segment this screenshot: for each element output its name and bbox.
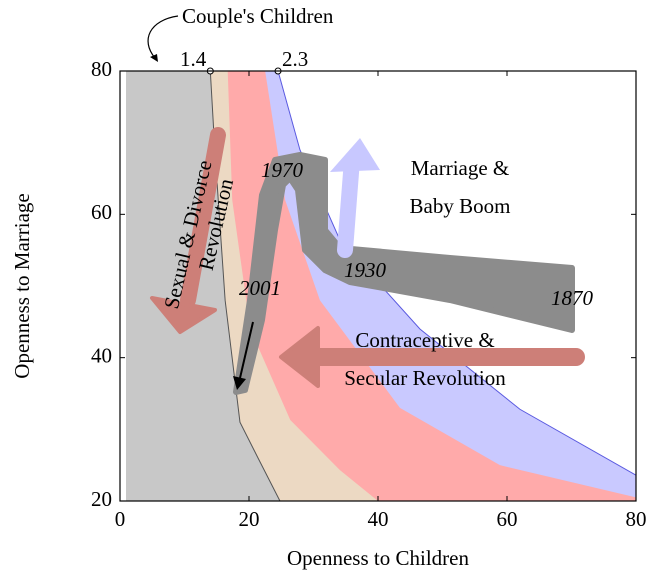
history-path — [233, 152, 575, 395]
level-label: 1.4 — [180, 47, 207, 71]
x-tick-label: 0 — [115, 507, 126, 531]
chart-title: Couple's Children — [182, 4, 334, 28]
annotation: Baby Boom — [410, 194, 511, 218]
year-label: 1870 — [551, 286, 594, 310]
x-tick-label: 20 — [239, 507, 260, 531]
x-tick-label: 80 — [626, 507, 647, 531]
x-axis-label: Openness to Children — [287, 546, 469, 570]
sexual-arrow — [150, 127, 226, 334]
year-label: 2001 — [239, 276, 281, 300]
marriage-arrow — [330, 138, 380, 258]
annotation: Secular Revolution — [344, 366, 506, 390]
region — [126, 71, 280, 501]
x-tick-label: 40 — [368, 507, 389, 531]
annotation: Contraceptive & — [355, 328, 494, 352]
annotation: Marriage & — [411, 156, 510, 180]
year-label: 1930 — [344, 258, 387, 282]
y-axis-label: Openness to Marriage — [10, 193, 34, 378]
level-label: 2.3 — [282, 47, 308, 71]
contraceptive-arrow — [279, 326, 585, 388]
title-pointer-head — [150, 54, 158, 62]
recent-arrow — [233, 321, 254, 390]
y-tick-label: 40 — [91, 343, 112, 367]
year-label: 1970 — [261, 158, 304, 182]
y-tick-label: 80 — [91, 57, 112, 81]
y-tick-label: 60 — [91, 200, 112, 224]
y-tick-label: 20 — [91, 487, 112, 511]
x-tick-label: 60 — [497, 507, 518, 531]
title-pointer — [147, 15, 179, 59]
